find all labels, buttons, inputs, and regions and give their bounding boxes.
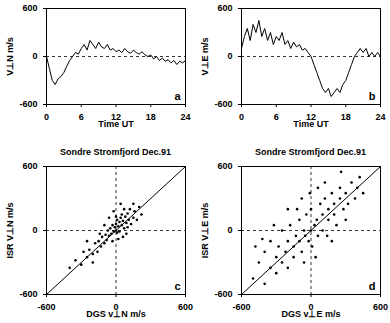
svg-text:d: d (369, 280, 376, 292)
svg-text:-600: -600 (19, 289, 37, 299)
svg-text:600: 600 (22, 3, 37, 13)
svg-text:18: 18 (341, 112, 351, 122)
svg-text:-600: -600 (19, 99, 37, 109)
svg-text:600: 600 (217, 161, 232, 171)
html-text:Sondre Stromfjord Dec.91: Sondre Stromfjord Dec.91 (60, 147, 171, 157)
svg-text:b: b (369, 90, 376, 102)
svg-text:DGS v⊥N m/s: DGS v⊥N m/s (86, 309, 146, 319)
svg-text:ISR V⊥E m/s: ISR V⊥E m/s (200, 203, 210, 259)
svg-text:600: 600 (217, 3, 232, 13)
svg-text:-600: -600 (214, 99, 232, 109)
svg-text:24: 24 (375, 112, 385, 122)
svg-text:18: 18 (146, 112, 156, 122)
svg-text:6: 6 (274, 112, 279, 122)
svg-text:6: 6 (79, 112, 84, 122)
svg-text:V⊥N m/s: V⊥N m/s (5, 37, 15, 76)
svg-text:Time UT: Time UT (293, 119, 329, 129)
svg-text:-600: -600 (232, 302, 250, 312)
svg-text:c: c (174, 280, 180, 292)
svg-text:DGS v⊥E m/s: DGS v⊥E m/s (281, 309, 340, 319)
svg-text:12: 12 (306, 111, 316, 122)
svg-text:0: 0 (113, 301, 119, 312)
svg-text:0: 0 (239, 112, 244, 122)
svg-text:12: 12 (111, 111, 121, 122)
svg-text:600: 600 (178, 302, 193, 312)
svg-text:0: 0 (308, 301, 314, 312)
svg-text:0: 0 (32, 225, 37, 235)
svg-text:24: 24 (180, 112, 190, 122)
svg-text:0: 0 (44, 112, 49, 122)
svg-text:600: 600 (22, 161, 37, 171)
svg-text:0: 0 (32, 51, 37, 61)
svg-text:600: 600 (373, 302, 388, 312)
html-text:Sondre Stromfjord Dec.91: Sondre Stromfjord Dec.91 (255, 147, 366, 157)
svg-text:a: a (174, 90, 181, 102)
svg-text:0: 0 (227, 51, 232, 61)
svg-text:0: 0 (227, 225, 232, 235)
svg-text:-600: -600 (214, 289, 232, 299)
svg-text:-600: -600 (37, 302, 55, 312)
svg-text:V⊥E m/s: V⊥E m/s (200, 37, 210, 75)
svg-text:Time UT: Time UT (98, 119, 134, 129)
svg-text:ISR V⊥N m/s: ISR V⊥N m/s (5, 202, 15, 258)
